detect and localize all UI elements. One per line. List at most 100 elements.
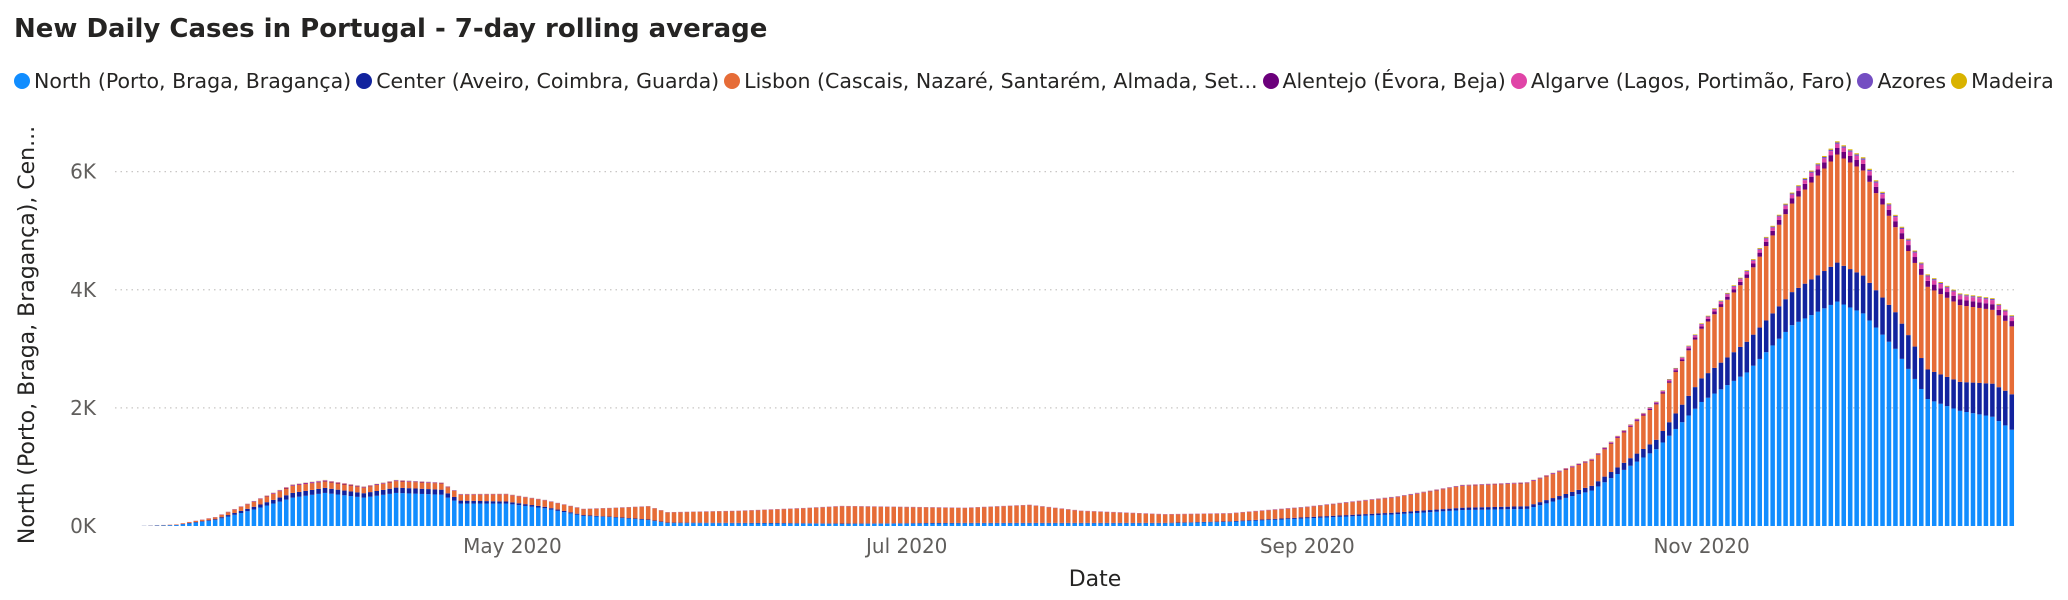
bar-segment[interactable] <box>1466 485 1472 508</box>
bar-segment[interactable] <box>1919 262 1924 264</box>
bar-segment[interactable] <box>303 483 308 485</box>
bar-segment[interactable] <box>361 497 367 526</box>
bar-segment[interactable] <box>1718 304 1724 307</box>
bar-segment[interactable] <box>1453 510 1459 526</box>
bar-segment[interactable] <box>1195 514 1200 523</box>
bar-segment[interactable] <box>1964 300 1969 307</box>
bar-segment[interactable] <box>1841 147 1846 152</box>
bar-segment[interactable] <box>1589 460 1594 486</box>
bar-segment[interactable] <box>1098 523 1103 526</box>
bar-segment[interactable] <box>1305 518 1310 526</box>
bar-segment[interactable] <box>1912 257 1918 263</box>
bar-segment[interactable] <box>1621 432 1627 463</box>
bar-segment[interactable] <box>1957 294 1963 296</box>
bar-segment[interactable] <box>510 502 515 505</box>
bar-segment[interactable] <box>477 494 483 501</box>
bar-segment[interactable] <box>284 499 289 526</box>
bar-segment[interactable] <box>497 494 502 502</box>
bar-segment[interactable] <box>1699 323 1704 324</box>
bar-segment[interactable] <box>1615 467 1620 475</box>
bar-segment[interactable] <box>1886 304 1892 342</box>
bar-segment[interactable] <box>1951 290 1956 292</box>
bar-segment[interactable] <box>439 494 444 526</box>
bar-segment[interactable] <box>620 517 625 519</box>
bar-segment[interactable] <box>1143 513 1149 523</box>
bar-segment[interactable] <box>1369 515 1375 526</box>
bar-segment[interactable] <box>1944 376 1950 407</box>
bar-segment[interactable] <box>335 489 341 495</box>
bar-segment[interactable] <box>1453 508 1459 511</box>
bar-segment[interactable] <box>199 521 205 526</box>
bar-segment[interactable] <box>1751 334 1756 366</box>
bar-segment[interactable] <box>561 512 567 526</box>
bar-segment[interactable] <box>1944 285 1950 287</box>
bar-segment[interactable] <box>904 523 909 526</box>
bar-segment[interactable] <box>548 509 554 526</box>
bar-segment[interactable] <box>1679 422 1685 526</box>
bar-segment[interactable] <box>1608 478 1614 526</box>
bar-segment[interactable] <box>355 496 360 526</box>
bar-segment[interactable] <box>1776 215 1782 217</box>
bar-segment[interactable] <box>1053 523 1058 526</box>
bar-segment[interactable] <box>1938 282 1943 283</box>
bar-segment[interactable] <box>1860 170 1866 276</box>
bar-segment[interactable] <box>1686 395 1691 416</box>
bar-segment[interactable] <box>1925 286 1931 370</box>
bar-segment[interactable] <box>1899 226 1905 228</box>
bar-segment[interactable] <box>316 482 321 489</box>
bar-segment[interactable] <box>801 523 806 526</box>
bar-segment[interactable] <box>1725 299 1730 358</box>
bar-segment[interactable] <box>1718 301 1724 305</box>
bar-segment[interactable] <box>923 523 929 526</box>
bar-segment[interactable] <box>1666 435 1672 526</box>
bar-segment[interactable] <box>1679 357 1685 360</box>
bar-segment[interactable] <box>897 523 903 526</box>
bar-segment[interactable] <box>542 500 548 507</box>
bar-segment[interactable] <box>1770 227 1775 231</box>
bar-segment[interactable] <box>1679 361 1685 405</box>
bar-segment[interactable] <box>161 525 166 526</box>
bar-segment[interactable] <box>290 497 295 526</box>
bar-segment[interactable] <box>723 511 728 523</box>
bar-segment[interactable] <box>1059 508 1065 523</box>
bar-segment[interactable] <box>1886 204 1892 206</box>
bar-segment[interactable] <box>1919 263 1924 265</box>
bar-segment[interactable] <box>981 523 987 526</box>
bar-segment[interactable] <box>1162 523 1168 526</box>
bar-segment[interactable] <box>1279 518 1284 520</box>
bar-segment[interactable] <box>1563 469 1569 470</box>
bar-segment[interactable] <box>962 508 968 523</box>
bar-segment[interactable] <box>510 495 515 503</box>
bar-segment[interactable] <box>1783 209 1788 215</box>
bar-segment[interactable] <box>1460 510 1465 526</box>
bar-segment[interactable] <box>1078 523 1084 526</box>
bar-segment[interactable] <box>1705 318 1711 322</box>
bar-segment[interactable] <box>1951 295 1956 302</box>
bar-segment[interactable] <box>1686 345 1691 347</box>
bar-segment[interactable] <box>374 495 379 526</box>
bar-segment[interactable] <box>1505 483 1510 507</box>
bar-segment[interactable] <box>1873 186 1879 194</box>
bar-segment[interactable] <box>1608 472 1614 479</box>
bar-segment[interactable] <box>749 510 754 523</box>
bar-segment[interactable] <box>1860 159 1866 164</box>
bar-segment[interactable] <box>1776 214 1782 216</box>
bar-segment[interactable] <box>290 485 295 486</box>
bar-segment[interactable] <box>1466 509 1472 526</box>
bar-segment[interactable] <box>1983 383 1989 416</box>
bar-segment[interactable] <box>1912 346 1918 379</box>
bar-segment[interactable] <box>219 518 224 526</box>
bar-segment[interactable] <box>975 507 981 523</box>
bar-segment[interactable] <box>309 489 315 495</box>
bar-segment[interactable] <box>691 523 696 526</box>
bar-segment[interactable] <box>264 496 270 503</box>
bar-segment[interactable] <box>1615 438 1620 468</box>
bar-segment[interactable] <box>1188 522 1194 523</box>
bar-segment[interactable] <box>1615 474 1620 526</box>
bar-segment[interactable] <box>523 497 528 505</box>
bar-segment[interactable] <box>1673 413 1678 429</box>
bar-segment[interactable] <box>1376 499 1381 514</box>
bar-segment[interactable] <box>180 524 186 526</box>
bar-segment[interactable] <box>1356 514 1362 516</box>
bar-segment[interactable] <box>2003 425 2008 526</box>
